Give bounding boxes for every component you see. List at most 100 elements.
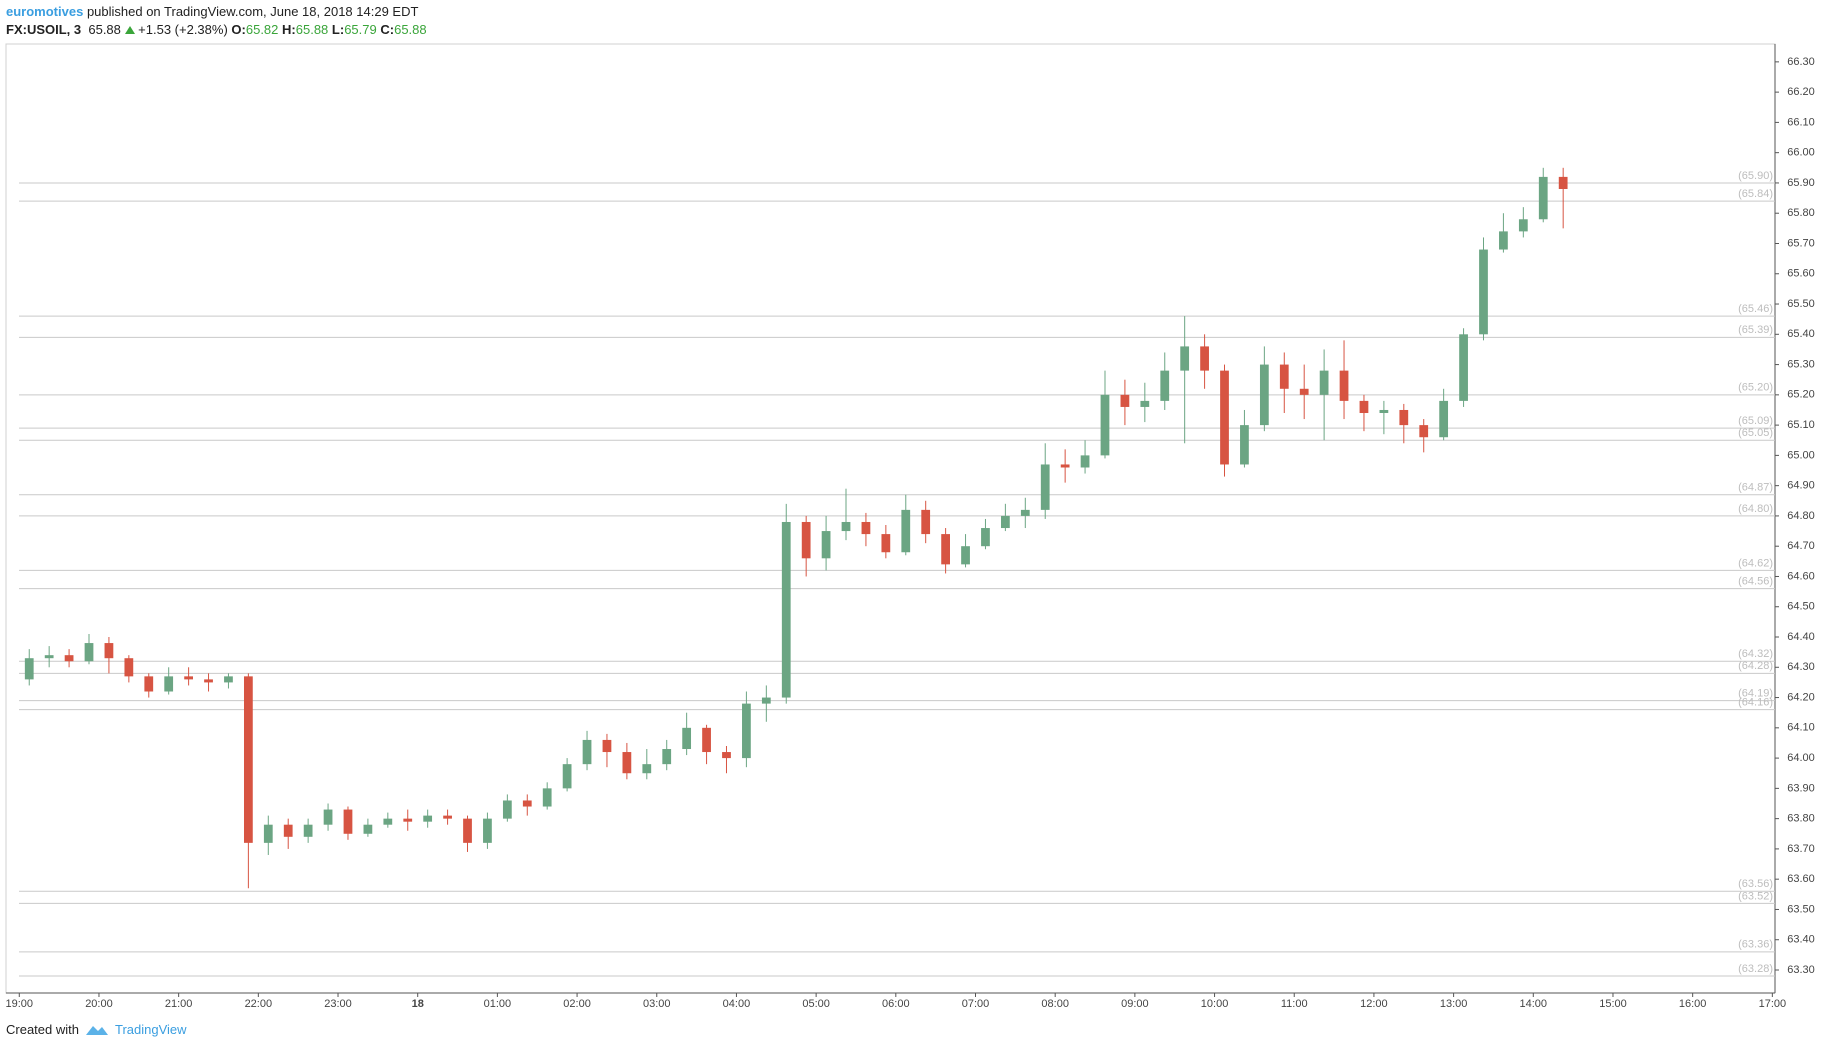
candle-body [1000,515,1010,529]
level-label: (64.28) [1738,660,1773,672]
quote-line: FX:USOIL, 3 65.88 +1.53 (+2.38%) O:65.82… [6,21,427,39]
publish-line: euromotives published on TradingView.com… [6,3,427,21]
plot-frame [5,43,1776,994]
candle-body [761,697,771,704]
candle-body [702,727,711,753]
y-tick-label: 65.60 [1787,268,1815,280]
candle-body [483,818,492,843]
candle-body [224,676,233,683]
change: +1.53 (+2.38%) [138,22,228,37]
ohlc-label: C: [380,22,395,37]
x-tick-label: 20:00 [85,998,113,1010]
level-label: (64.80) [1738,503,1773,515]
candle-body [1279,364,1289,389]
x-tick-label: 11:00 [1281,998,1308,1010]
candle-body [204,679,213,683]
candle-body [1299,388,1309,395]
level-label: (64.19) [1738,687,1773,699]
y-tick-label: 65.80 [1787,207,1815,219]
y-tick-label: 64.10 [1787,722,1815,734]
candle-body [582,739,592,765]
candle-body [104,643,114,659]
candle-body [164,676,174,692]
y-tick-label: 66.10 [1787,116,1815,128]
x-tick-label: 03:00 [643,998,671,1010]
level-label: (65.05) [1738,427,1773,439]
level-label: (65.84) [1738,188,1773,200]
chart: 63.30 63.40 63.50 63.60 63.70 63.80 63.90 64.00… [5,43,1815,1010]
candle-body [1339,370,1349,401]
candle-body [1439,400,1449,438]
candle-body [1259,364,1269,426]
symbol: FX:USOIL, 3 [6,22,82,37]
y-tick-label: 65.90 [1787,177,1815,189]
candle-body [243,676,253,843]
y-tick-label: 63.80 [1787,813,1815,825]
level-label: (64.32) [1738,648,1773,660]
candle-body [84,643,94,662]
candle-body [323,809,333,825]
x-tick-label: 17:00 [1759,998,1787,1010]
ohlc-value: 65.88 [295,22,329,37]
x-tick-label: 12:00 [1360,998,1388,1010]
author[interactable]: euromotives [6,4,84,19]
x-tick-label: 06:00 [882,998,910,1010]
x-tick-label: 01:00 [484,998,512,1010]
candle-body [1399,409,1409,426]
candle-body [662,749,672,765]
x-tick-label: 07:00 [962,998,990,1010]
level-label: (63.52) [1738,890,1773,902]
x-tick-label: 10:00 [1201,998,1229,1010]
y-tick-label: 65.70 [1787,237,1815,249]
footer: Created with TradingView [6,1022,187,1037]
candle-body [522,800,532,807]
x-tick-label: 02:00 [563,998,591,1010]
brand[interactable]: TradingView [114,1022,187,1037]
x-tick-label: 09:00 [1121,998,1149,1010]
ohlc-label: L: [331,22,345,37]
candle-body [363,824,373,834]
y-tick-label: 63.60 [1787,873,1815,885]
candle-body [1379,409,1389,414]
candle-body [64,655,74,662]
candle-body [1459,334,1468,401]
candle-body [1558,176,1568,189]
x-tick-label: 15:00 [1599,998,1627,1010]
candle-body [44,655,54,659]
level-label: (65.46) [1738,303,1773,315]
y-tick-label: 64.50 [1787,601,1815,613]
candle-body [941,534,950,565]
candle-body [1499,231,1508,250]
candle-body [981,528,990,547]
y-tick-label: 63.90 [1787,782,1815,794]
y-tick-label: 63.70 [1787,843,1815,855]
candle-body [722,752,731,759]
candle-body [144,676,154,692]
x-tick-label: 16:00 [1679,998,1707,1010]
candle-body [1180,346,1190,371]
candle-body [1359,400,1369,414]
candle-body [124,658,134,677]
logo [85,1025,108,1035]
candle-body [1160,370,1170,401]
y-tick-label: 66.00 [1787,147,1815,159]
x-tick-label: 18 [412,998,424,1010]
ohlc-value: 65.82 [245,22,279,37]
candle-body [602,739,612,753]
y-tick-label: 63.40 [1787,934,1815,946]
y-tick-label: 63.50 [1787,903,1815,915]
level-label: (63.28) [1738,963,1773,975]
y-tick-label: 64.40 [1787,631,1815,643]
ohlc-value: 65.79 [344,22,377,37]
candle-body [443,815,452,819]
candle-body [1140,400,1150,407]
candle-body [1100,394,1110,456]
candle-body [1240,425,1249,465]
y-tick-label: 66.30 [1787,56,1815,68]
ohlc-value: 65.88 [394,22,427,37]
candle-body [542,788,552,807]
y-tick-label: 64.30 [1787,661,1815,673]
y-tick-label: 64.60 [1787,570,1815,582]
candle-body [24,658,34,680]
ohlc-label: H: [282,22,296,37]
